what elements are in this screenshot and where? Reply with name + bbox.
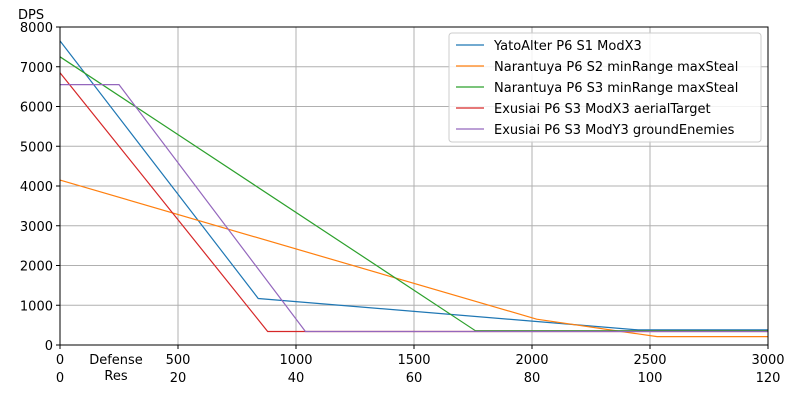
- legend-label: Exusiai P6 S3 ModX3 aerialTarget: [494, 102, 711, 117]
- series-line: [59, 40, 768, 331]
- x-axis-label-res: Res: [104, 369, 127, 384]
- legend-label: YatoAlter P6 S1 ModX3: [493, 39, 642, 54]
- x-tick-label-res: 40: [288, 371, 305, 386]
- x-tick-label-res: 60: [406, 371, 423, 386]
- x-tick-label-res: 20: [170, 371, 187, 386]
- x-tick-label-res: 80: [524, 371, 541, 386]
- y-tick-label: 0: [45, 339, 53, 354]
- y-tick-label: 8000: [20, 21, 53, 36]
- x-tick-label: 500: [166, 353, 191, 368]
- y-tick-label: 5000: [20, 140, 53, 155]
- x-tick-label: 1500: [397, 353, 430, 368]
- x-tick-label: 2000: [515, 353, 548, 368]
- legend-label: Exusiai P6 S3 ModY3 groundEnemies: [494, 123, 735, 138]
- series-line: [59, 56, 768, 332]
- x-tick-label: 0: [56, 353, 64, 368]
- y-tick-label: 6000: [20, 101, 53, 116]
- x-tick-label: 3000: [751, 353, 784, 368]
- x-tick-label: 1000: [279, 353, 312, 368]
- legend-box: [448, 32, 762, 143]
- series-line: [59, 179, 768, 338]
- legend-label: Narantuya P6 S3 minRange maxSteal: [494, 81, 738, 96]
- y-tick-label: 1000: [20, 299, 53, 314]
- y-axis-label: DPS: [18, 8, 44, 23]
- legend-label: Narantuya P6 S2 minRange maxSteal: [494, 60, 738, 75]
- y-tick-label: 7000: [20, 61, 53, 76]
- series-line: [60, 84, 768, 333]
- legend: YatoAlter P6 S1 ModX3 Narantuya P6 S2 min…: [448, 32, 762, 143]
- y-tick-label: 2000: [20, 260, 53, 275]
- x-tick-label-res: 0: [56, 371, 64, 386]
- x-tick-label: 2500: [633, 353, 666, 368]
- x-tick-label-res: 100: [638, 371, 663, 386]
- x-tick-label-res: 120: [756, 371, 781, 386]
- y-tick-label: 3000: [20, 220, 53, 235]
- y-tick-label: 4000: [20, 180, 53, 195]
- x-axis-label-defense: Defense: [89, 353, 143, 368]
